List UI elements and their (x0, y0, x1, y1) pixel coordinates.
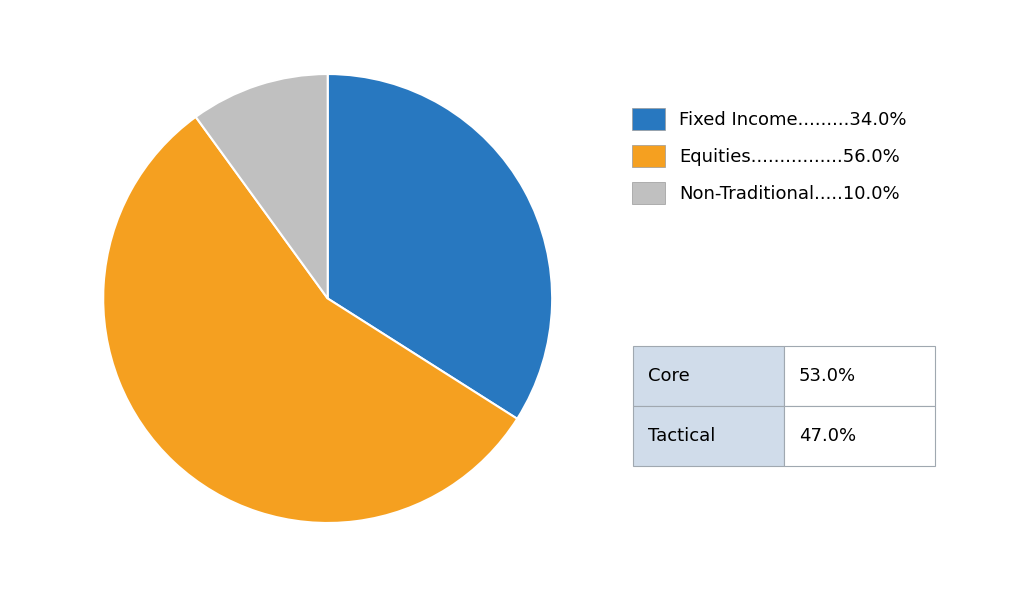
Wedge shape (196, 74, 328, 298)
Wedge shape (328, 74, 552, 418)
Legend: Fixed Income.........34.0%, Equities................56.0%, Non-Traditional.....1: Fixed Income.........34.0%, Equities....… (624, 99, 915, 213)
Wedge shape (103, 117, 517, 523)
